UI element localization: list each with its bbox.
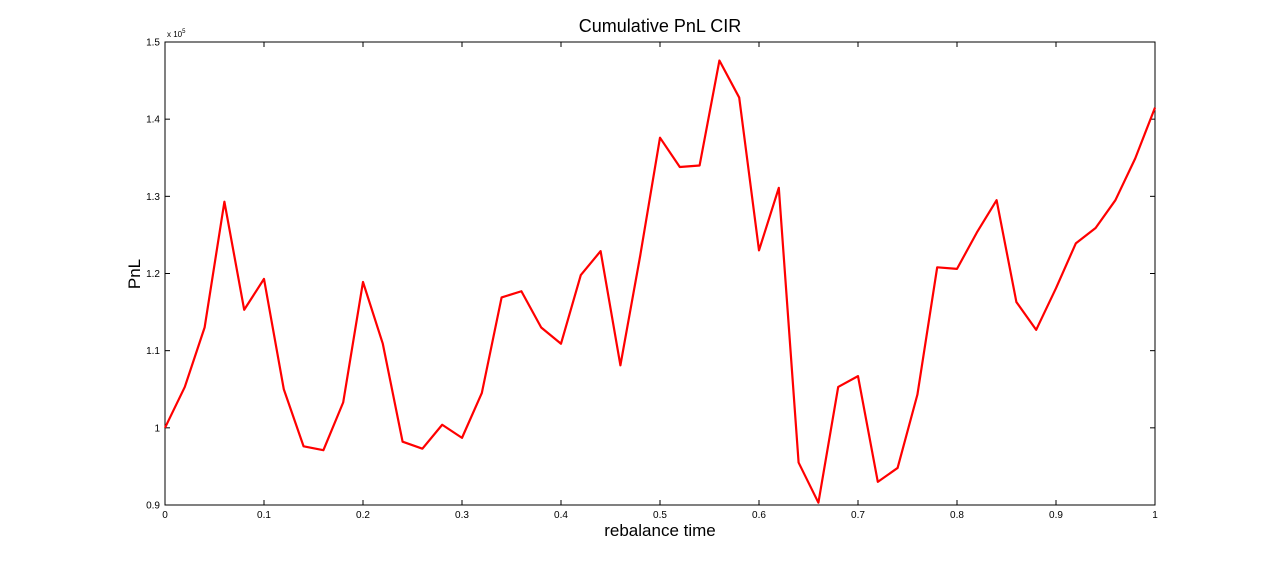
x-tick-label: 1 (1152, 510, 1158, 521)
plot-area (164, 41, 1156, 506)
chart-title: Cumulative PnL CIR (579, 16, 741, 36)
x-tick-label: 0.9 (1049, 510, 1063, 521)
x-tick-label: 0.2 (356, 510, 370, 521)
x-tick-label: 0.1 (257, 510, 271, 521)
x-axis-label: rebalance time (604, 521, 716, 540)
x-tick-label: 0.7 (851, 510, 865, 521)
x-tick-label: 0.8 (950, 510, 964, 521)
y-axis-multiplier: x 105 (167, 29, 186, 39)
y-tick-label: 0.9 (146, 501, 160, 512)
y-tick-label: 1.5 (146, 38, 160, 49)
axis-ticks (164, 41, 1156, 506)
x-tick-label: 0 (162, 510, 168, 521)
y-axis-label: PnL (125, 259, 144, 289)
y-tick-label: 1.3 (146, 192, 160, 203)
x-tick-label: 0.3 (455, 510, 469, 521)
x-tick-label: 0.4 (554, 510, 568, 521)
axis-tick-labels: 0 0.1 0.2 0.3 0.4 0.5 0.6 0.7 0.8 0.9 1 0.9 1 1.1 1.2 1… (146, 38, 1158, 522)
series-line-pnl (164, 59, 1157, 504)
x-tick-label: 0.6 (752, 510, 766, 521)
y-tick-label: 1.4 (146, 115, 160, 126)
y-multiplier-base: x 10 (167, 30, 183, 39)
y-tick-label: 1.2 (146, 269, 160, 280)
x-tick-label: 0.5 (653, 510, 667, 521)
y-tick-label: 1.1 (146, 346, 160, 357)
y-tick-label: 1 (154, 423, 160, 434)
y-multiplier-exponent: 5 (182, 29, 186, 35)
